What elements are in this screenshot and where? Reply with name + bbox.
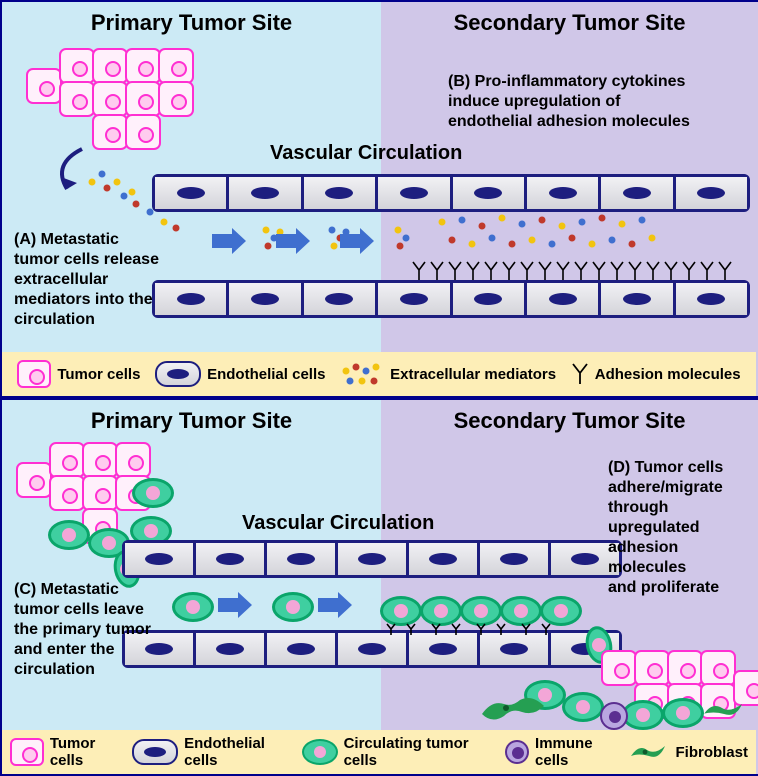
ctc-adhered-icon [420, 596, 462, 626]
immune-cell-icon [505, 740, 529, 764]
vascular-title-bot: Vascular Circulation [242, 512, 434, 535]
ctc-icon [562, 692, 604, 722]
legend-label: Adhesion molecules [595, 366, 741, 383]
fibroblast-icon [480, 696, 550, 722]
ctc-adhered-icon [380, 596, 422, 626]
panel-bottom: Primary Tumor Site Secondary Tumor Site … [0, 398, 758, 776]
ctc-adhered-icon [540, 596, 582, 626]
primary-site-title-top: Primary Tumor Site [2, 10, 381, 36]
legend-label: Tumor cells [57, 366, 140, 383]
legend-top: Tumor cells Endothelial cells Extracellu… [2, 352, 756, 396]
immune-cell-icon [600, 702, 628, 730]
legend-label: Extracellular mediators [390, 366, 556, 383]
legend-endothelial: Endothelial cells [132, 735, 301, 769]
caption-a: (A) Metastatic tumor cells release extra… [14, 230, 174, 330]
legend-label: Immune cells [535, 735, 629, 769]
ctc-adhered-icon [500, 596, 542, 626]
secondary-site-title-bot: Secondary Tumor Site [381, 408, 758, 434]
metastasis-infographic: Primary Tumor Site Secondary Tumor Site … [0, 0, 758, 776]
ctc-icon [132, 478, 174, 508]
vessel-top-lower [152, 280, 750, 318]
primary-site-title-bot: Primary Tumor Site [2, 408, 381, 434]
legend-endothelial: Endothelial cells [155, 361, 325, 387]
legend-tumor-cells: Tumor cells [17, 360, 140, 388]
endothelial-cell-icon [155, 361, 201, 387]
adhesion-molecule-icon [571, 362, 589, 386]
ctc-icon [622, 700, 664, 730]
fibroblast-icon [702, 700, 746, 722]
legend-label: Endothelial cells [184, 735, 302, 769]
legend-immune: Immune cells [505, 735, 629, 769]
legend-label: Fibroblast [675, 744, 748, 761]
adhesion-molecules-bot [386, 623, 586, 637]
caption-c: (C) Metastatic tumor cells leave the pri… [14, 580, 164, 680]
legend-label: Endothelial cells [207, 366, 325, 383]
flow-arrows-top [212, 226, 412, 256]
legend-tumor-cells: Tumor cells [10, 735, 132, 769]
caption-b: (B) Pro-inflammatory cytokines induce up… [448, 72, 748, 132]
tumor-cell-icon [10, 738, 44, 766]
legend-label: Tumor cells [50, 735, 133, 769]
endothelial-cell-icon [132, 739, 178, 765]
legend-ctc: Circulating tumor cells [302, 735, 505, 769]
panel-top: Primary Tumor Site Secondary Tumor Site … [0, 0, 758, 398]
circulating-tumor-cell-icon [302, 739, 338, 765]
ctc-icon [48, 520, 90, 550]
fibroblast-icon [629, 742, 669, 762]
flow-arrows-bot [218, 590, 358, 620]
caption-d: (D) Tumor cells adhere/migrate through u… [608, 458, 758, 598]
legend-label: Circulating tumor cells [344, 735, 506, 769]
legend-adhesion: Adhesion molecules [571, 362, 741, 386]
adhesion-molecules-top [412, 260, 742, 282]
ctc-icon [172, 592, 214, 622]
ctc-adhered-icon [460, 596, 502, 626]
mediators-icon [340, 361, 384, 387]
ctc-icon [662, 698, 704, 728]
legend-fibroblast: Fibroblast [629, 742, 748, 762]
legend-bot: Tumor cells Endothelial cells Circulatin… [2, 730, 756, 774]
secondary-site-title-top: Secondary Tumor Site [381, 10, 758, 36]
vessel-bot-upper [122, 540, 622, 578]
legend-mediators: Extracellular mediators [340, 361, 556, 387]
tumor-cell-icon [17, 360, 51, 388]
